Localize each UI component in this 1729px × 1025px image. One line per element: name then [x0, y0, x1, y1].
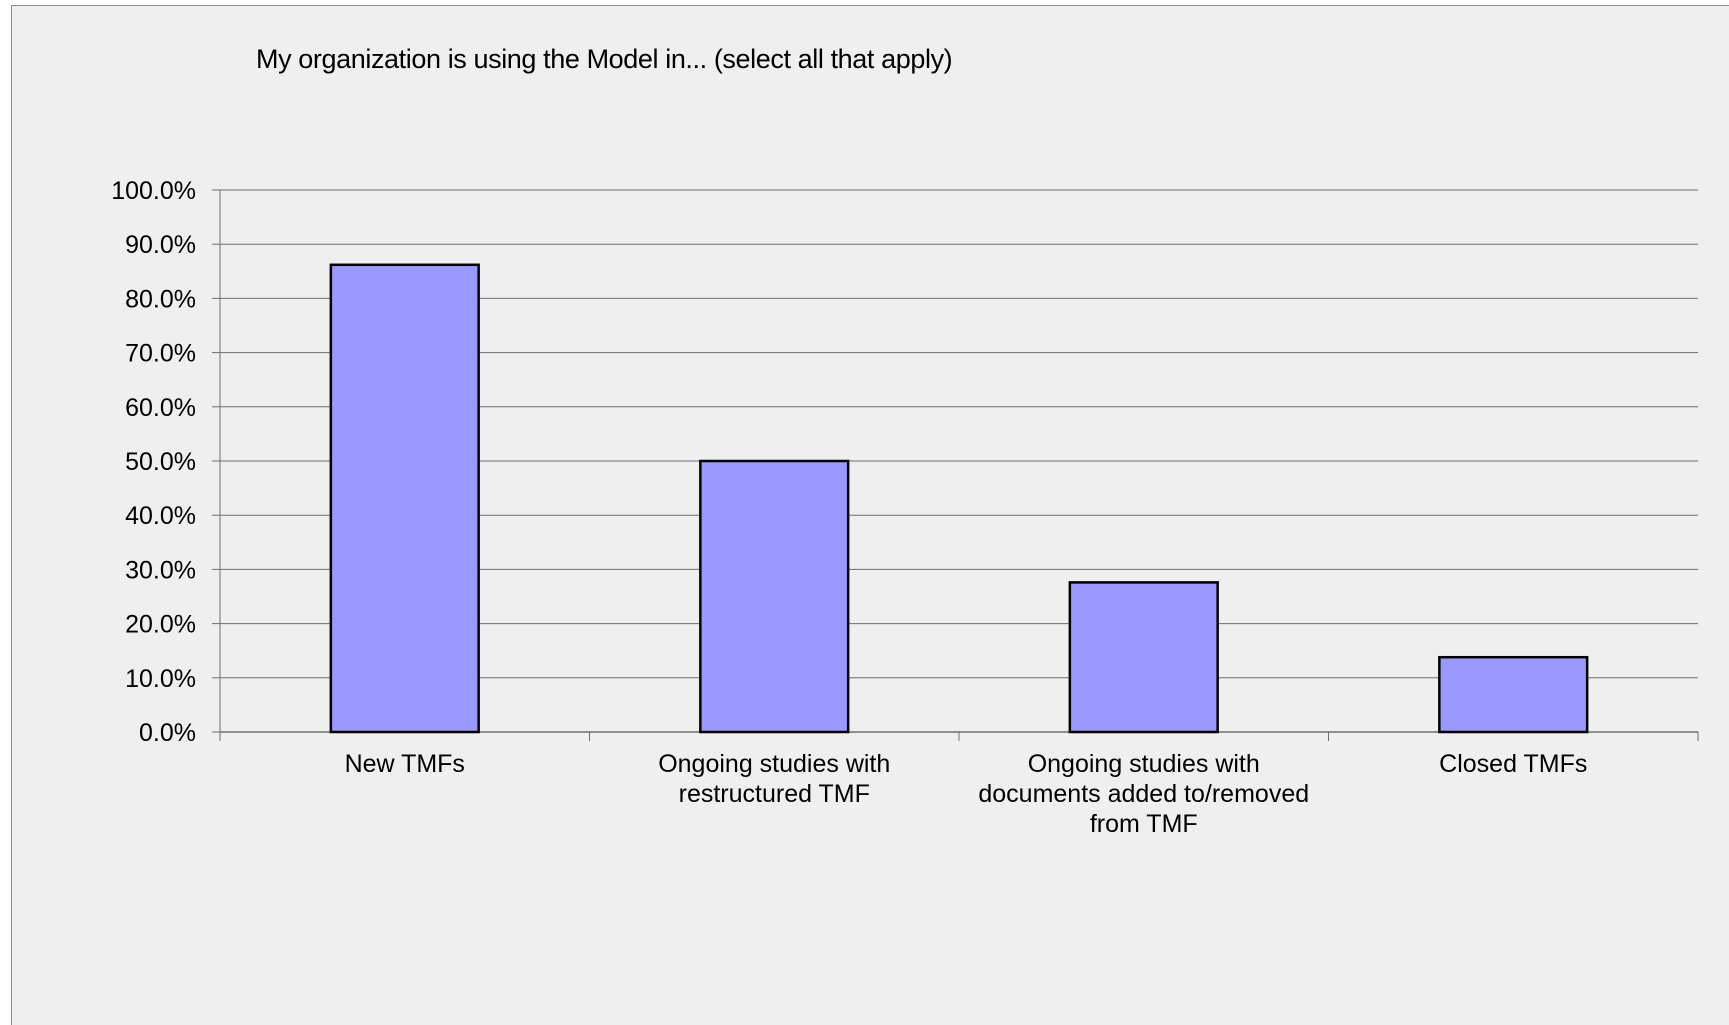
y-tick-label: 90.0% [125, 231, 196, 259]
x-category-label-line: Ongoing studies with [658, 750, 890, 778]
x-category-label-line: from TMF [1090, 810, 1198, 838]
bar [1070, 582, 1218, 732]
y-tick-label: 20.0% [125, 611, 196, 639]
y-tick-label: 100.0% [111, 177, 196, 205]
y-tick-label: 0.0% [139, 719, 196, 747]
x-category-label: New TMFs [345, 750, 465, 778]
y-tick-label: 60.0% [125, 394, 196, 422]
x-category-label: Closed TMFs [1439, 750, 1587, 778]
x-category-label-line: Closed TMFs [1439, 750, 1587, 778]
x-category-label-line: Ongoing studies with [1028, 750, 1260, 778]
x-category-label-line: New TMFs [345, 750, 465, 778]
x-category-label-line: restructured TMF [679, 780, 870, 808]
x-category-label-line: documents added to/removed [978, 780, 1309, 808]
bar [331, 265, 479, 732]
y-tick-label: 30.0% [125, 556, 196, 584]
y-tick-label: 70.0% [125, 340, 196, 368]
bar [1439, 657, 1587, 732]
x-category-label: Ongoing studies with restructured TMF [658, 750, 890, 808]
y-tick-label: 40.0% [125, 502, 196, 530]
x-category-label: Ongoing studies with documents added to/r… [978, 750, 1309, 838]
bar [700, 461, 848, 732]
y-tick-label: 80.0% [125, 285, 196, 313]
y-tick-label: 10.0% [125, 665, 196, 693]
y-tick-label: 50.0% [125, 448, 196, 476]
